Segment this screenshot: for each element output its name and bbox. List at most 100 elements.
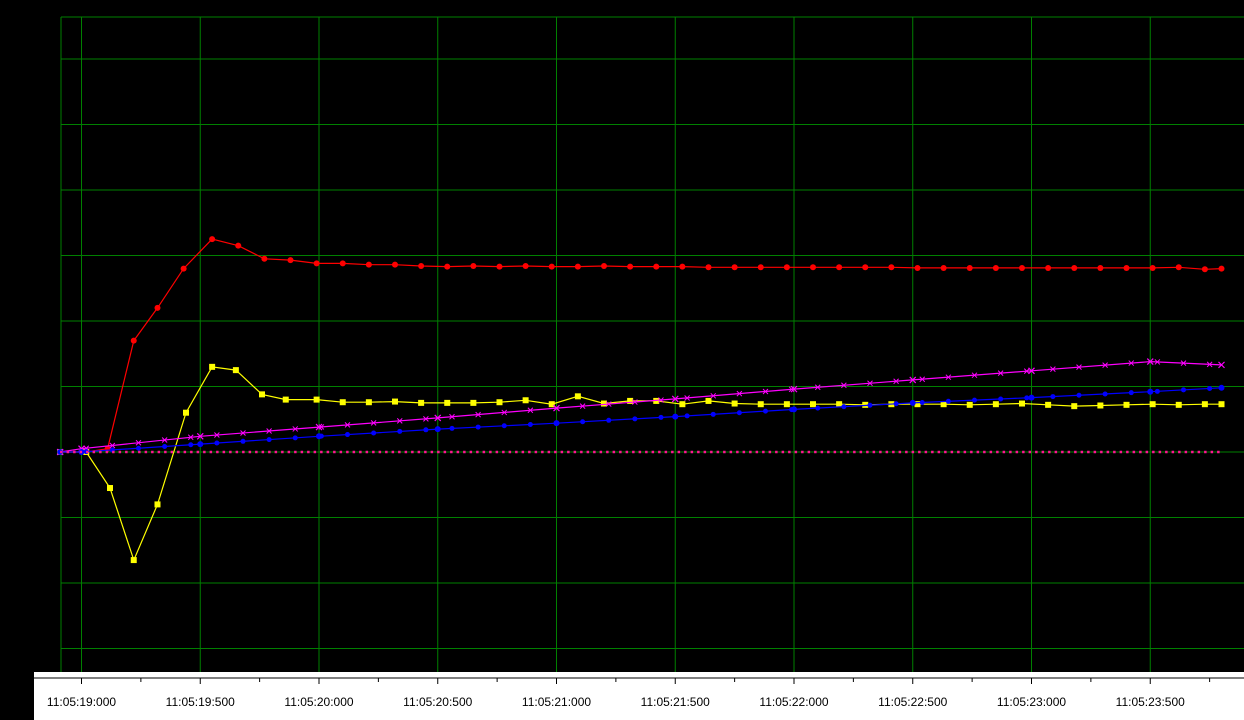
data-point <box>135 439 142 446</box>
data-point <box>1097 264 1104 271</box>
data-point <box>1028 394 1035 401</box>
data-point <box>574 393 581 400</box>
data-point <box>209 236 216 243</box>
data-point <box>339 260 346 267</box>
x-tick-label: 11:05:23:500 <box>1116 695 1186 709</box>
data-point <box>1097 402 1104 409</box>
data-point <box>1102 362 1108 368</box>
x-axis: 11:05:19:000 11:05:19:500 11:05:20:000 11:0… <box>34 677 1244 709</box>
data-point <box>475 424 481 430</box>
data-point <box>1050 366 1056 372</box>
data-point <box>130 557 137 564</box>
data-point <box>790 385 798 393</box>
data-point <box>397 428 403 434</box>
data-point <box>909 376 917 384</box>
data-point <box>671 395 679 403</box>
data-point <box>1149 264 1156 271</box>
data-point <box>365 261 372 268</box>
plot-area-inner <box>61 17 1244 672</box>
data-point <box>1123 264 1130 271</box>
data-point <box>684 395 690 401</box>
data-point <box>1207 385 1213 391</box>
x-tick-label: 11:05:19:000 <box>47 695 117 709</box>
data-point <box>434 414 442 422</box>
data-point <box>475 411 481 418</box>
data-point <box>496 263 503 270</box>
data-point <box>579 403 586 409</box>
data-point <box>1071 403 1078 410</box>
data-point <box>574 263 581 270</box>
data-point <box>762 388 769 395</box>
series-markers-1 <box>57 363 1225 564</box>
data-point <box>672 413 679 420</box>
data-point <box>814 384 821 391</box>
data-point <box>1218 384 1225 391</box>
data-point <box>940 401 947 408</box>
data-point <box>836 401 843 408</box>
data-point <box>972 397 977 403</box>
data-point <box>154 304 161 311</box>
data-point <box>287 257 294 264</box>
data-point <box>1175 264 1182 271</box>
data-point <box>867 380 873 387</box>
data-point <box>197 441 204 448</box>
data-point <box>1201 401 1208 408</box>
grid-lines <box>60 16 1244 672</box>
data-point <box>1218 265 1225 272</box>
series-line-0 <box>60 238 1222 453</box>
data-point <box>1154 359 1161 365</box>
data-point <box>240 438 246 444</box>
data-point <box>313 260 320 267</box>
data-point <box>418 399 425 406</box>
data-point <box>423 416 429 422</box>
data-point <box>919 376 926 383</box>
data-point <box>888 264 895 271</box>
chart: 11:05:19:000 11:05:19:500 11:05:20:000 11:0… <box>34 0 1244 720</box>
data-point <box>180 265 187 272</box>
data-point <box>658 414 664 420</box>
x-tick-label: 11:05:23:000 <box>997 695 1067 709</box>
data-point <box>1128 390 1134 396</box>
data-point <box>315 423 323 431</box>
data-point <box>240 430 246 436</box>
data-point <box>214 440 220 446</box>
data-point <box>783 401 790 408</box>
data-point <box>710 411 716 417</box>
series-markers-3 <box>57 384 1225 455</box>
data-point <box>292 426 299 432</box>
data-point <box>998 396 1004 402</box>
data-point <box>1180 360 1187 366</box>
data-point <box>449 425 455 431</box>
x-tick-label: 11:05:20:500 <box>403 695 473 709</box>
data-point <box>605 401 612 407</box>
data-point <box>1028 367 1035 375</box>
data-point <box>632 399 638 405</box>
data-point <box>107 485 113 492</box>
data-point <box>371 430 377 436</box>
data-point <box>679 263 686 270</box>
data-point <box>601 400 607 407</box>
series-markers-2 <box>56 358 1225 456</box>
data-point <box>1201 266 1208 273</box>
data-point <box>345 432 350 438</box>
series-markers-0 <box>57 236 1225 455</box>
data-point <box>679 401 686 408</box>
data-point <box>940 264 947 271</box>
data-point <box>1206 361 1213 368</box>
data-point <box>914 401 921 408</box>
data-point <box>841 382 847 389</box>
data-point <box>992 264 999 271</box>
data-point <box>496 399 503 406</box>
data-point <box>1146 358 1154 366</box>
data-point <box>188 442 194 448</box>
data-point <box>444 399 451 406</box>
x-tick-label: 11:05:19:500 <box>166 695 236 709</box>
chart-svg: 11:05:19:000 11:05:19:500 11:05:20:000 11:0… <box>34 0 1244 709</box>
data-point <box>658 397 664 403</box>
x-tick-label: 11:05:22:000 <box>759 695 829 709</box>
data-point <box>627 263 634 270</box>
data-point <box>392 398 398 405</box>
data-point <box>501 423 507 429</box>
data-point <box>1076 392 1082 398</box>
data-point <box>1128 360 1135 366</box>
